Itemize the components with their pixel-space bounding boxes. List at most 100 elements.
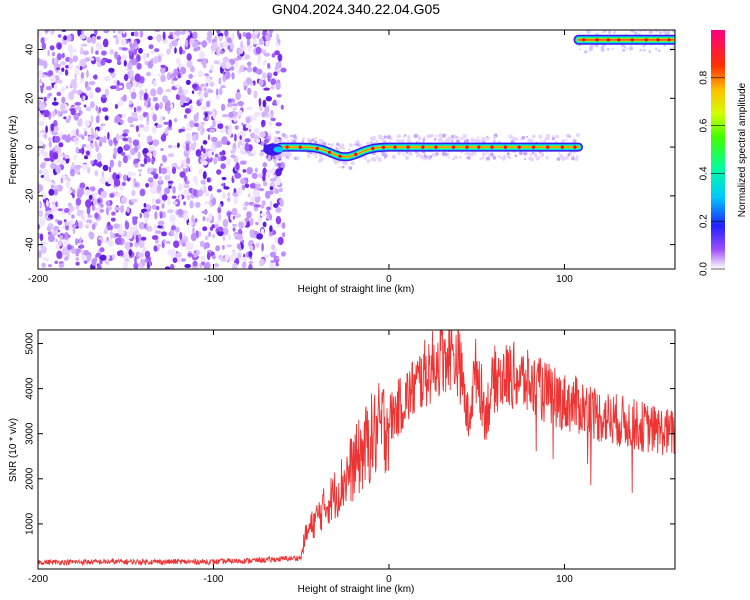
noise-speckle — [88, 91, 94, 100]
peak-dot — [451, 145, 456, 149]
noise-speckle — [214, 224, 219, 228]
noise-speckle — [101, 50, 107, 56]
noise-speckle — [170, 263, 175, 269]
noise-speckle — [146, 53, 149, 58]
noise-speckle — [138, 114, 144, 122]
noise-speckle — [246, 61, 252, 67]
halo-speckle — [634, 31, 638, 35]
noise-speckle — [264, 105, 270, 114]
noise-speckle — [253, 127, 260, 135]
noise-speckle — [168, 171, 172, 176]
noise-speckle — [85, 199, 92, 208]
noise-speckle — [79, 118, 83, 126]
peak-dot — [354, 152, 358, 156]
noise-speckle — [270, 244, 276, 251]
noise-speckle — [42, 257, 46, 261]
noise-speckle — [63, 219, 67, 223]
spectrogram-ylabel: Frequency (Hz) — [8, 116, 19, 185]
noise-speckle — [114, 207, 121, 211]
halo-speckle — [456, 136, 459, 139]
halo-speckle — [311, 138, 315, 142]
noise-speckle — [262, 59, 268, 66]
halo-speckle — [526, 135, 528, 138]
halo-speckle — [480, 136, 483, 139]
noise-speckle — [55, 165, 62, 174]
noise-speckle — [221, 61, 227, 69]
noise-speckle — [138, 124, 145, 128]
noise-speckle — [223, 186, 230, 190]
noise-speckle — [125, 258, 129, 262]
noise-speckle — [192, 31, 198, 40]
noise-speckle — [56, 91, 62, 97]
noise-speckle — [57, 34, 62, 38]
noise-speckle — [187, 252, 193, 257]
noise-speckle — [75, 248, 80, 257]
noise-speckle — [49, 75, 56, 83]
noise-speckle — [184, 39, 189, 48]
halo-speckle — [470, 137, 475, 143]
noise-speckle — [219, 151, 223, 156]
noise-speckle — [103, 135, 107, 144]
noise-speckle — [61, 86, 65, 93]
halo-speckle — [451, 134, 455, 139]
noise-speckle — [269, 251, 277, 258]
noise-speckle — [234, 172, 242, 179]
noise-speckle — [185, 142, 190, 152]
noise-speckle — [91, 223, 96, 230]
noise-speckle — [221, 114, 229, 118]
noise-speckle — [94, 212, 99, 219]
noise-speckle — [182, 30, 186, 33]
noise-speckle — [61, 96, 66, 104]
noise-speckle — [241, 184, 246, 191]
halo-speckle — [534, 152, 537, 155]
noise-speckle — [106, 253, 110, 260]
snr-xlabel: Height of straight line (km) — [298, 584, 415, 595]
halo-speckle — [630, 30, 635, 33]
halo-speckle — [558, 152, 561, 155]
peak-dot — [338, 154, 342, 158]
noise-speckle — [123, 60, 127, 67]
noise-speckle — [258, 97, 262, 107]
noise-speckle — [240, 40, 244, 49]
noise-speckle — [46, 210, 53, 214]
colorbar-tick-label: 0.0 — [699, 262, 710, 276]
noise-speckle — [65, 65, 70, 69]
noise-speckle — [275, 216, 282, 225]
noise-speckle — [91, 258, 97, 266]
noise-speckle — [132, 217, 138, 226]
noise-speckle — [170, 253, 176, 259]
halo-speckle — [574, 157, 579, 162]
colorbar-ticks: 0.0 0.2 0.4 0.6 0.8 — [699, 70, 725, 276]
noise-speckle — [236, 243, 242, 250]
halo-speckle — [493, 136, 497, 140]
halo-speckle — [508, 156, 512, 160]
noise-speckle — [116, 174, 120, 181]
noise-speckle — [71, 214, 75, 219]
halo-speckle — [565, 156, 569, 160]
noise-speckle — [149, 50, 156, 55]
noise-speckle — [186, 123, 190, 128]
noise-speckle — [265, 170, 271, 178]
noise-speckle — [134, 40, 137, 47]
noise-speckle — [266, 206, 271, 211]
noise-speckle — [71, 248, 77, 254]
noise-speckle — [56, 184, 63, 192]
noise-speckle — [185, 241, 191, 249]
halo-speckle — [551, 135, 555, 138]
noise-speckle — [248, 153, 255, 157]
noise-speckle — [165, 89, 172, 92]
noise-speckle — [143, 92, 148, 101]
noise-speckle — [155, 205, 160, 211]
noise-speckle — [220, 258, 227, 262]
halo-speckle — [435, 135, 438, 137]
noise-speckle — [122, 137, 128, 142]
halo-speckle — [334, 160, 338, 165]
noise-speckle — [44, 30, 49, 33]
halo-speckle — [606, 47, 610, 51]
noise-speckle — [246, 167, 253, 175]
noise-speckle — [234, 155, 239, 164]
noise-speckle — [262, 167, 267, 177]
noise-speckle — [59, 235, 63, 240]
noise-speckle — [237, 141, 241, 149]
noise-speckle — [136, 106, 142, 111]
